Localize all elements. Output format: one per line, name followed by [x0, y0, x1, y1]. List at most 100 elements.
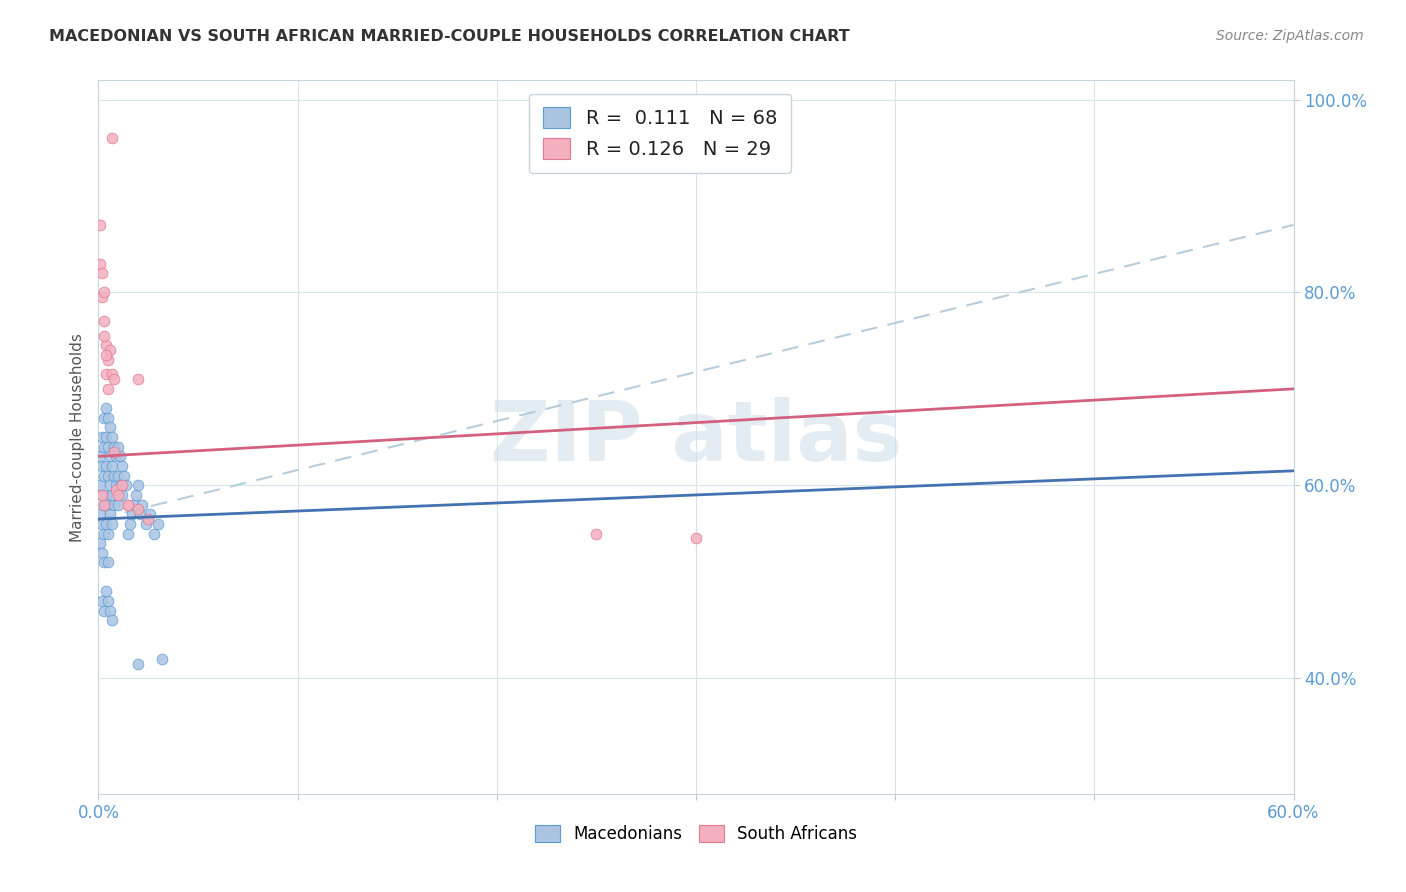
Point: [111, 488, 134, 502]
Point: [93, 556, 115, 570]
Point: [117, 526, 139, 541]
Point: [105, 450, 128, 464]
Point: [98, 604, 122, 618]
Point: [93, 526, 115, 541]
Point: [107, 468, 129, 483]
Point: [101, 488, 124, 502]
Point: [91, 458, 114, 473]
Point: [127, 478, 149, 492]
Point: [96, 430, 118, 444]
Point: [89, 218, 111, 232]
Point: [103, 468, 125, 483]
Point: [91, 430, 114, 444]
Point: [107, 498, 129, 512]
Point: [93, 440, 115, 454]
Point: [96, 368, 118, 382]
Point: [91, 516, 114, 531]
Point: [125, 488, 148, 502]
Text: ZIP atlas: ZIP atlas: [489, 397, 903, 477]
Point: [127, 657, 149, 671]
Point: [115, 478, 138, 492]
Point: [89, 450, 111, 464]
Point: [97, 440, 120, 454]
Point: [96, 401, 118, 416]
Point: [131, 498, 153, 512]
Point: [96, 488, 118, 502]
Point: [96, 338, 118, 352]
Point: [143, 526, 166, 541]
Point: [93, 285, 115, 300]
Point: [91, 594, 114, 608]
Point: [96, 458, 118, 473]
Point: [103, 444, 125, 458]
Point: [110, 478, 132, 492]
Point: [91, 488, 114, 502]
Point: [117, 498, 139, 512]
Point: [117, 498, 139, 512]
Point: [111, 458, 134, 473]
Point: [585, 526, 607, 541]
Point: [111, 478, 134, 492]
Point: [93, 314, 115, 328]
Point: [135, 516, 157, 531]
Point: [110, 450, 132, 464]
Point: [129, 507, 152, 521]
Point: [139, 507, 162, 521]
Point: [93, 328, 115, 343]
Point: [93, 604, 115, 618]
Point: [101, 613, 124, 627]
Point: [127, 372, 149, 386]
Point: [93, 468, 115, 483]
Point: [107, 488, 129, 502]
Point: [98, 450, 122, 464]
Point: [105, 483, 128, 497]
Point: [96, 516, 118, 531]
Point: [107, 440, 129, 454]
Point: [136, 512, 159, 526]
Point: [89, 478, 111, 492]
Point: [101, 516, 124, 531]
Point: [97, 468, 120, 483]
Point: [97, 410, 120, 425]
Point: [91, 290, 114, 304]
Point: [98, 420, 122, 434]
Point: [101, 368, 124, 382]
Text: Source: ZipAtlas.com: Source: ZipAtlas.com: [1216, 29, 1364, 43]
Point: [127, 502, 149, 516]
Point: [98, 343, 122, 358]
Point: [98, 478, 122, 492]
Point: [105, 478, 128, 492]
Point: [97, 594, 120, 608]
Text: MACEDONIAN VS SOUTH AFRICAN MARRIED-COUPLE HOUSEHOLDS CORRELATION CHART: MACEDONIAN VS SOUTH AFRICAN MARRIED-COUP…: [49, 29, 849, 44]
Point: [124, 498, 146, 512]
Legend: Macedonians, South Africans: Macedonians, South Africans: [529, 818, 863, 850]
Point: [103, 440, 125, 454]
Point: [89, 507, 111, 521]
Point: [101, 458, 124, 473]
Point: [101, 430, 124, 444]
Point: [96, 584, 118, 599]
Point: [97, 353, 120, 368]
Point: [89, 256, 111, 270]
Point: [98, 507, 122, 521]
Point: [121, 507, 143, 521]
Point: [91, 266, 114, 280]
Point: [93, 498, 115, 512]
Point: [103, 498, 125, 512]
Point: [685, 532, 707, 546]
Point: [103, 372, 125, 386]
Point: [112, 468, 135, 483]
Point: [101, 131, 124, 145]
Point: [93, 498, 115, 512]
Point: [91, 488, 114, 502]
Point: [97, 526, 120, 541]
Point: [120, 516, 142, 531]
Point: [148, 516, 170, 531]
Y-axis label: Married-couple Households: Married-couple Households: [69, 333, 84, 541]
Point: [96, 348, 118, 362]
Point: [93, 410, 115, 425]
Point: [89, 536, 111, 550]
Point: [97, 382, 120, 396]
Point: [97, 498, 120, 512]
Point: [91, 546, 114, 560]
